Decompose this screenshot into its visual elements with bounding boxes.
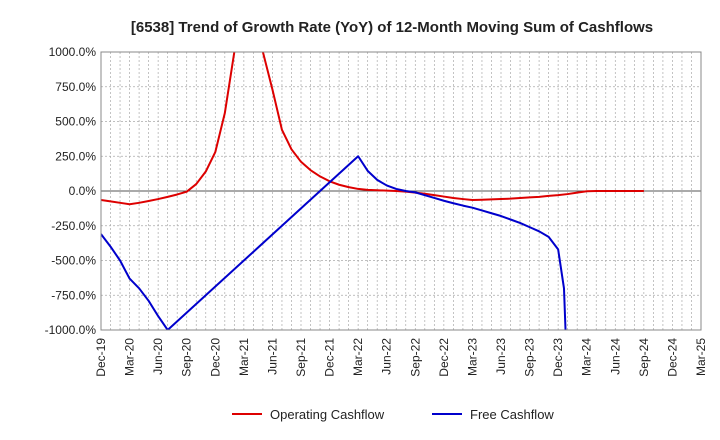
y-tick-label: 0.0% xyxy=(69,184,97,198)
chart-title: [6538] Trend of Growth Rate (YoY) of 12-… xyxy=(131,19,653,36)
x-tick-label: Dec-21 xyxy=(323,338,337,377)
x-tick-label: Sep-23 xyxy=(523,338,537,377)
series-line-operating-cashflow xyxy=(101,52,644,206)
y-tick-label: -500.0% xyxy=(51,254,96,268)
plot-frame xyxy=(100,51,702,331)
x-tick-label: Dec-24 xyxy=(665,338,679,377)
y-tick-label: 750.0% xyxy=(55,80,96,94)
x-tick-label: Jun-23 xyxy=(494,338,508,375)
y-tick-label: -250.0% xyxy=(51,219,96,233)
x-tick-label: Jun-24 xyxy=(608,338,622,375)
x-tick-label: Dec-20 xyxy=(208,338,222,377)
series-lines xyxy=(101,52,644,330)
x-tick-label: Mar-20 xyxy=(123,338,137,376)
x-tick-label: Sep-24 xyxy=(637,338,651,377)
legend: Operating Cashflow Free Cashflow xyxy=(232,407,554,422)
x-tick-label: Mar-23 xyxy=(465,338,479,376)
x-tick-label: Mar-24 xyxy=(580,338,594,376)
x-tick-label: Dec-19 xyxy=(94,338,108,377)
x-tick-label: Mar-25 xyxy=(694,338,708,376)
x-tick-label: Dec-23 xyxy=(551,338,565,377)
x-tick-label: Sep-22 xyxy=(408,338,422,377)
y-tick-label: 1000.0% xyxy=(49,45,97,59)
x-tick-label: Jun-22 xyxy=(380,338,394,375)
y-axis-ticks: 1000.0% 750.0% 500.0% 250.0% 0.0% -250.0% -500… xyxy=(45,45,97,337)
x-tick-label: Sep-21 xyxy=(294,338,308,377)
legend-label: Operating Cashflow xyxy=(270,407,385,422)
series-line-free-cashflow xyxy=(101,155,567,330)
x-axis-ticks: Dec-19 Mar-20 Jun-20 Sep-20 Dec-20 Mar-21 Jun-… xyxy=(94,338,708,377)
x-tick-label: Mar-22 xyxy=(351,338,365,376)
y-tick-label: -1000.0% xyxy=(45,323,97,337)
y-tick-label: -750.0% xyxy=(51,288,96,302)
x-tick-label: Mar-21 xyxy=(237,338,251,376)
x-tick-label: Sep-20 xyxy=(180,338,194,377)
x-tick-label: Jun-21 xyxy=(265,338,279,375)
y-tick-label: 250.0% xyxy=(55,149,96,163)
x-tick-label: Jun-20 xyxy=(151,338,165,375)
y-tick-label: 500.0% xyxy=(55,115,96,129)
x-tick-label: Dec-22 xyxy=(437,338,451,377)
legend-label: Free Cashflow xyxy=(470,407,554,422)
